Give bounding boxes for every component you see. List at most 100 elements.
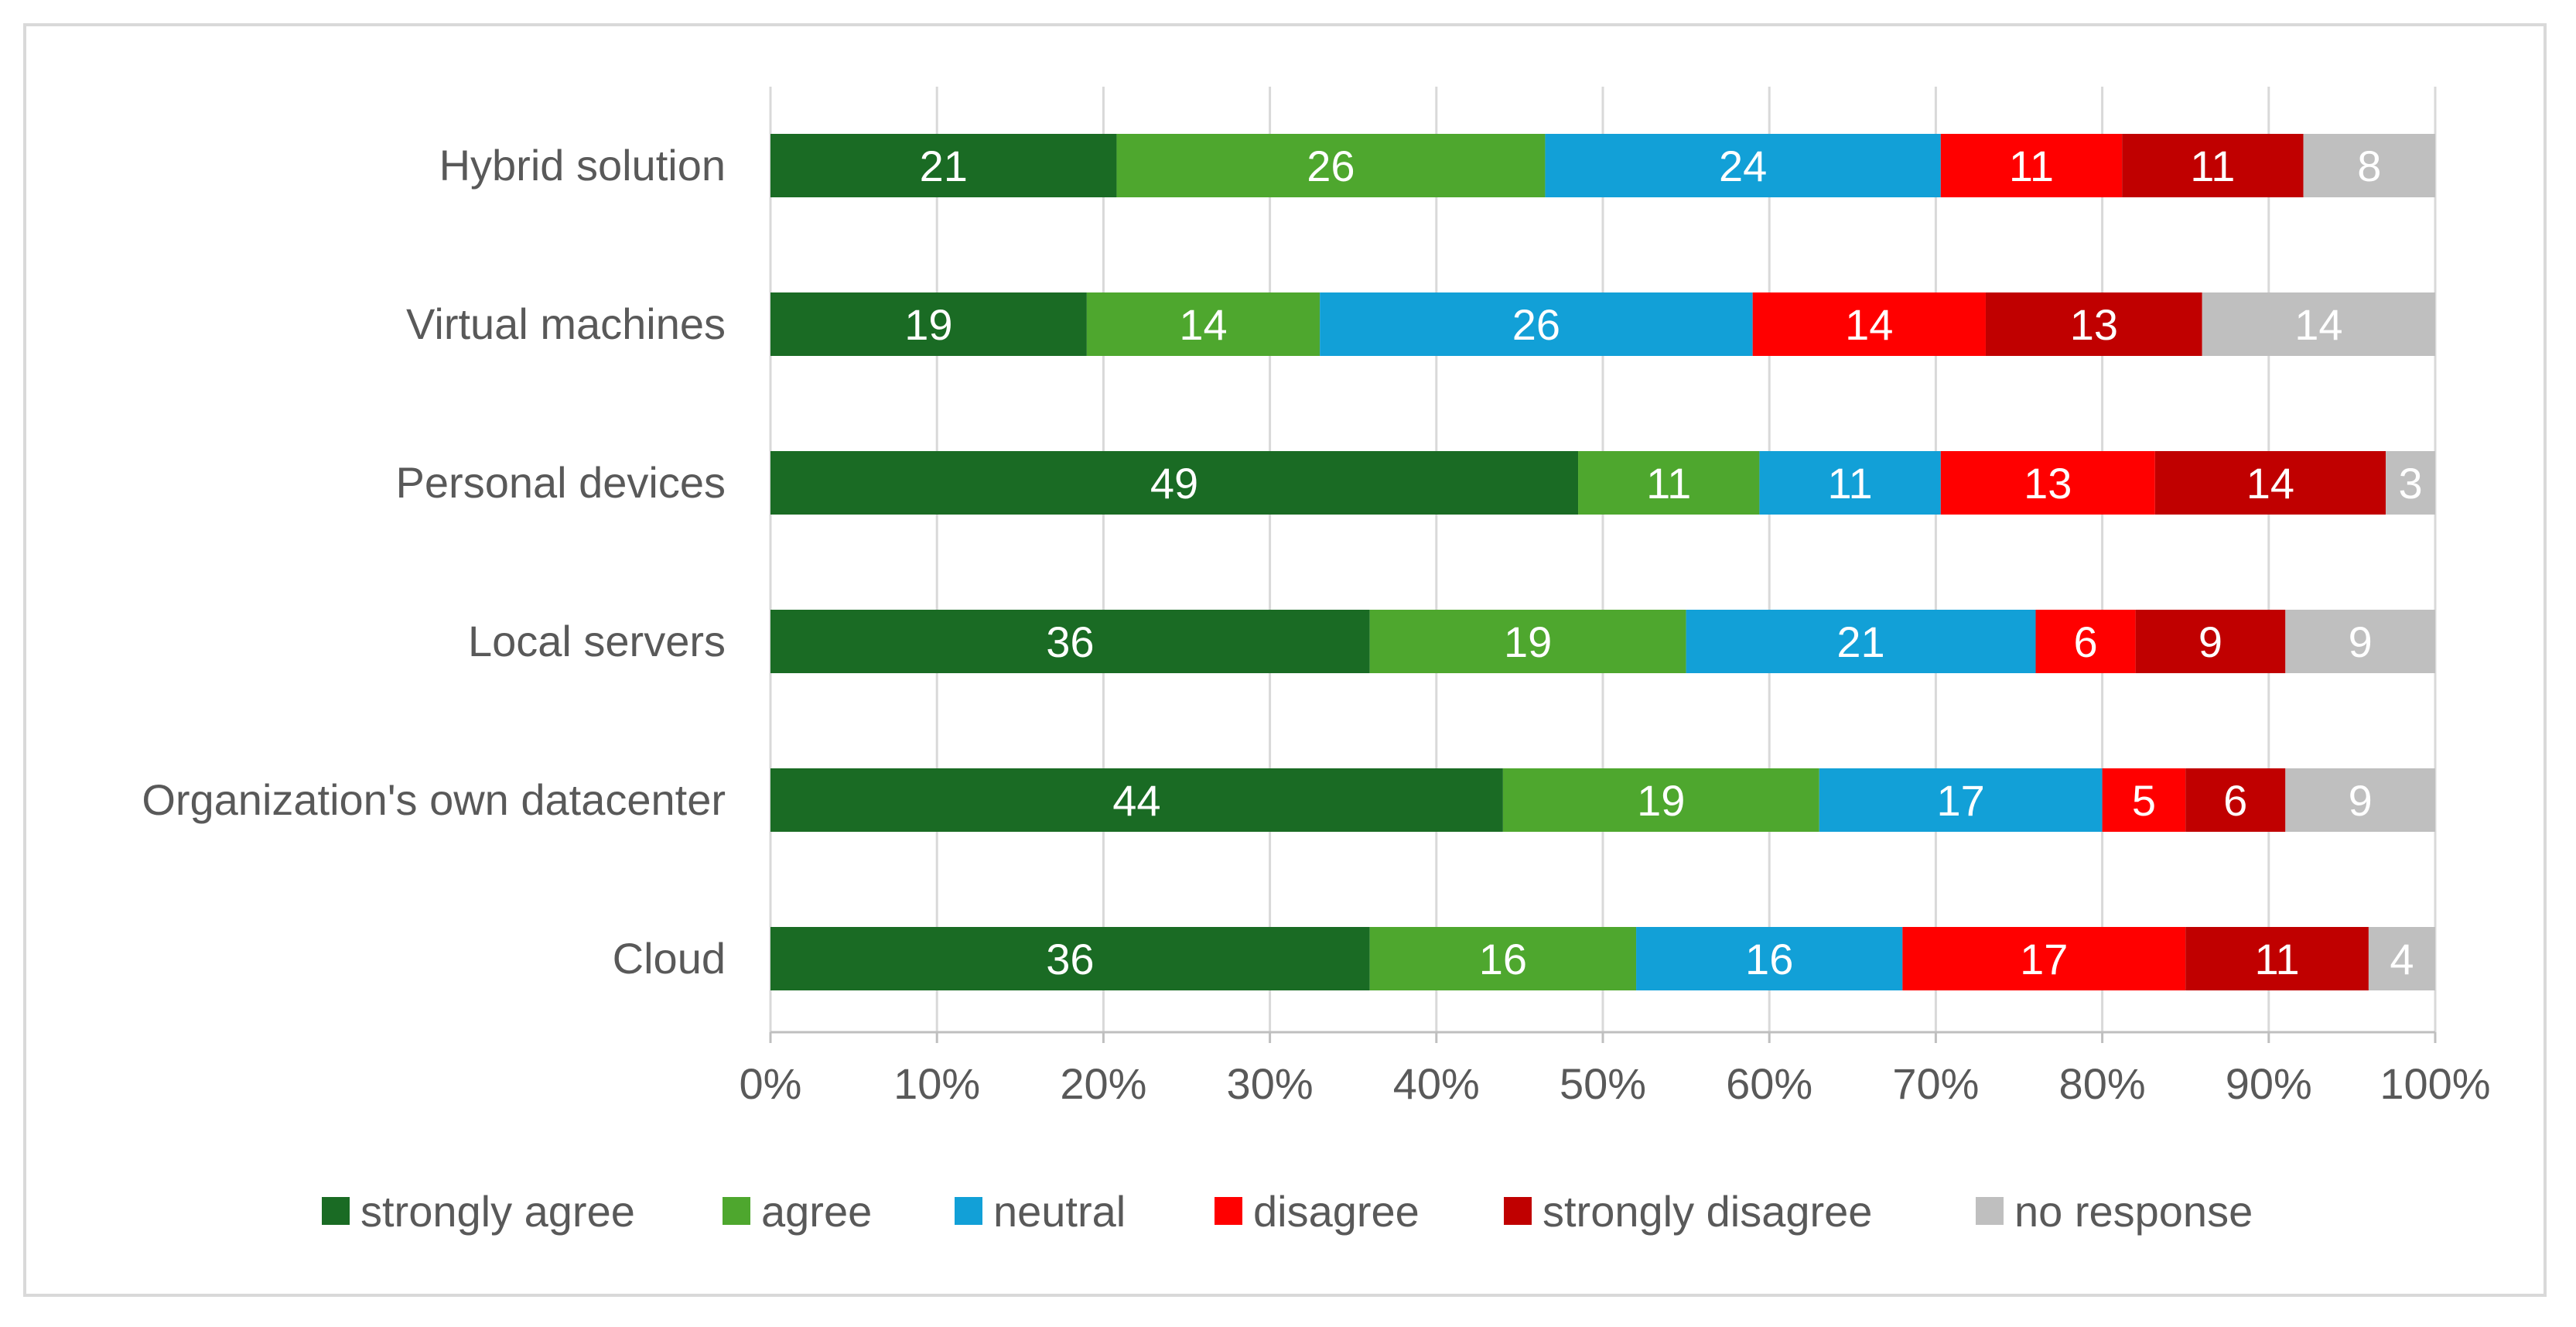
bar-segment — [2285, 768, 2435, 832]
bar-segment — [1759, 451, 1941, 515]
category-label: Hybrid solution — [439, 141, 726, 190]
bar-segment — [1545, 134, 1941, 197]
legend-swatch — [1215, 1197, 1242, 1225]
data-label: 14 — [1845, 300, 1893, 349]
bar-segment — [1985, 292, 2202, 356]
data-label: 13 — [2070, 300, 2118, 349]
bar-segment — [2368, 927, 2435, 990]
data-label: 21 — [1836, 617, 1884, 666]
bar-segment — [1752, 292, 1986, 356]
data-label: 44 — [1112, 776, 1160, 825]
bar-segment — [2102, 768, 2186, 832]
x-axis-ticks: 0% 10% 20% 30% 40% 50% 60% 70% 80% 90% 100% — [740, 1059, 2491, 1108]
x-tick-label: 0% — [740, 1059, 802, 1108]
bar-segment — [1369, 610, 1686, 673]
data-label: 13 — [2024, 459, 2072, 508]
category-label: Cloud — [613, 934, 726, 983]
bar-segment — [770, 610, 1370, 673]
bar-segment — [2303, 134, 2435, 197]
category-label: Organization's own datacenter — [142, 775, 726, 824]
bar-segment — [1819, 768, 2103, 832]
category-labels: Hybrid solution Virtual machines Personal … — [142, 141, 726, 983]
legend-swatch — [1976, 1197, 2004, 1225]
legend-label: agree — [761, 1187, 872, 1236]
bar-segment — [1902, 927, 2186, 990]
bar-segment — [2202, 292, 2435, 356]
data-label: 17 — [1937, 776, 1985, 825]
legend-swatch — [1504, 1197, 1532, 1225]
bar-segment — [1940, 134, 2123, 197]
bar-segment — [2185, 927, 2369, 990]
x-tick-label: 60% — [1726, 1059, 1812, 1108]
x-tick-label: 90% — [2226, 1059, 2312, 1108]
bar-segment — [1320, 292, 1753, 356]
data-label: 3 — [2398, 459, 2422, 508]
category-label: Local servers — [468, 617, 726, 665]
gridlines — [769, 87, 2437, 1043]
chart-frame: 21 26 24 11 11 8 19 14 26 14 13 14 49 11 11 13 14 3 36 19 21… — [23, 23, 2547, 1297]
bar-segment — [2154, 451, 2386, 515]
category-label: Virtual machines — [406, 299, 726, 348]
x-tick-label: 10% — [893, 1059, 980, 1108]
bar-segment — [1369, 927, 1637, 990]
bar-segment — [1502, 768, 1819, 832]
legend-label: neutral — [993, 1187, 1126, 1236]
legend-label: disagree — [1253, 1187, 1420, 1236]
data-label: 19 — [904, 300, 952, 349]
data-label: 36 — [1046, 935, 1094, 983]
bar-segment — [2285, 610, 2435, 673]
x-tick-label: 70% — [1892, 1059, 1979, 1108]
bar-segment — [2185, 768, 2286, 832]
data-label: 11 — [2009, 142, 2054, 190]
legend-swatch — [955, 1197, 982, 1225]
legend-label: strongly agree — [360, 1187, 635, 1236]
x-tick-label: 30% — [1227, 1059, 1314, 1108]
legend-swatch — [723, 1197, 750, 1225]
data-label: 14 — [2294, 300, 2342, 349]
data-label: 21 — [920, 142, 968, 190]
data-label: 19 — [1504, 617, 1552, 666]
bar-segment — [2135, 610, 2286, 673]
bar-segment — [770, 134, 1117, 197]
x-tick-label: 20% — [1060, 1059, 1146, 1108]
data-label: 9 — [2349, 617, 2373, 666]
legend-swatch — [322, 1197, 350, 1225]
legend: strongly agree agree neutral disagree strong… — [322, 1187, 2253, 1236]
bar-segment — [1116, 134, 1546, 197]
data-label: 36 — [1046, 617, 1094, 666]
data-label: 19 — [1637, 776, 1685, 825]
data-label: 16 — [1479, 935, 1527, 983]
data-label: 24 — [1719, 142, 1767, 190]
legend-label: strongly disagree — [1543, 1187, 1872, 1236]
bar-segment — [2035, 610, 2136, 673]
data-label: 4 — [2390, 935, 2414, 983]
x-tick-label: 100% — [2380, 1059, 2490, 1108]
bar-segment — [770, 451, 1579, 515]
data-label: 11 — [1828, 459, 1873, 508]
bar-segment — [770, 292, 1087, 356]
data-label: 14 — [1179, 300, 1227, 349]
data-label: 26 — [1307, 142, 1355, 190]
bar-segment — [770, 768, 1503, 832]
data-label: 49 — [1150, 459, 1198, 508]
bar-segment — [2386, 451, 2435, 515]
bar-segment — [2122, 134, 2304, 197]
x-tick-label: 50% — [1560, 1059, 1646, 1108]
bar-segment — [770, 927, 1370, 990]
x-tick-label: 40% — [1393, 1059, 1480, 1108]
bar-segment — [1940, 451, 2155, 515]
data-label: 11 — [2190, 142, 2235, 190]
bar-segment — [1086, 292, 1320, 356]
bar-segment — [1686, 610, 2036, 673]
bar-segment — [1636, 927, 1903, 990]
data-label: 8 — [2357, 142, 2381, 190]
data-label: 17 — [2020, 935, 2068, 983]
data-label: 16 — [1745, 935, 1793, 983]
data-label: 9 — [2349, 776, 2373, 825]
category-label: Personal devices — [396, 458, 726, 507]
x-tick-label: 80% — [2059, 1059, 2146, 1108]
data-label: 11 — [1646, 459, 1691, 508]
data-label: 6 — [2074, 617, 2098, 666]
